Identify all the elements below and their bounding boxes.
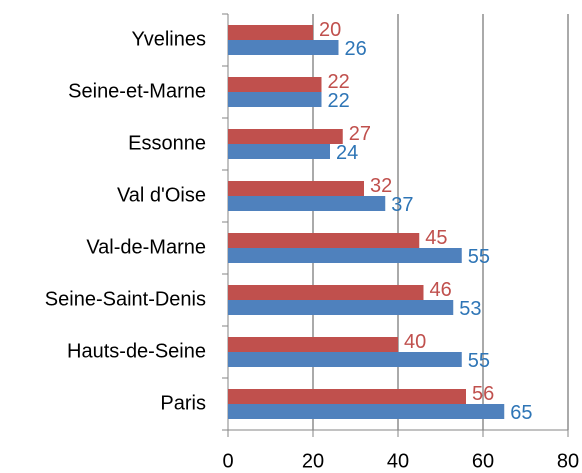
data-label: 46 — [430, 279, 452, 301]
x-tick-label: 20 — [302, 450, 324, 472]
bar — [228, 40, 339, 55]
bar — [228, 144, 330, 159]
bar — [228, 337, 398, 352]
bar — [228, 129, 343, 144]
data-label: 45 — [425, 227, 447, 249]
data-label: 56 — [472, 383, 494, 405]
x-tick-label: 60 — [472, 450, 494, 472]
bar — [228, 300, 454, 315]
data-label: 55 — [468, 350, 490, 372]
bar — [228, 248, 462, 263]
y-tick-label: Val d'Oise — [117, 184, 206, 206]
bar — [228, 285, 424, 300]
bar — [228, 352, 462, 367]
data-label: 55 — [468, 246, 490, 268]
x-tick-label: 0 — [222, 450, 233, 472]
y-tick-label: Yvelines — [132, 28, 207, 50]
bar — [228, 233, 420, 248]
data-label: 40 — [404, 331, 426, 353]
y-tick-label: Val-de-Marne — [86, 236, 206, 258]
x-tick-label: 40 — [387, 450, 409, 472]
x-tick-label: 80 — [557, 450, 579, 472]
bar — [228, 181, 364, 196]
data-label: 22 — [328, 71, 350, 93]
y-tick-label: Essonne — [128, 132, 206, 154]
bar — [228, 389, 466, 404]
bar — [228, 196, 386, 211]
data-label: 37 — [391, 194, 413, 216]
data-label: 22 — [328, 90, 350, 112]
bar — [228, 92, 322, 107]
y-tick-label: Seine-et-Marne — [68, 80, 206, 102]
bar — [228, 77, 322, 92]
data-label: 26 — [345, 38, 367, 60]
y-tick-label: Paris — [160, 392, 206, 414]
data-label: 53 — [459, 298, 481, 320]
data-label: 65 — [510, 402, 532, 424]
data-label: 24 — [336, 142, 358, 164]
y-tick-label: Hauts-de-Seine — [67, 340, 206, 362]
y-tick-label: Seine-Saint-Denis — [45, 288, 206, 310]
data-label: 32 — [370, 175, 392, 197]
data-label: 20 — [319, 19, 341, 41]
data-label: 27 — [349, 123, 371, 145]
bar — [228, 404, 505, 419]
bar — [228, 25, 313, 40]
